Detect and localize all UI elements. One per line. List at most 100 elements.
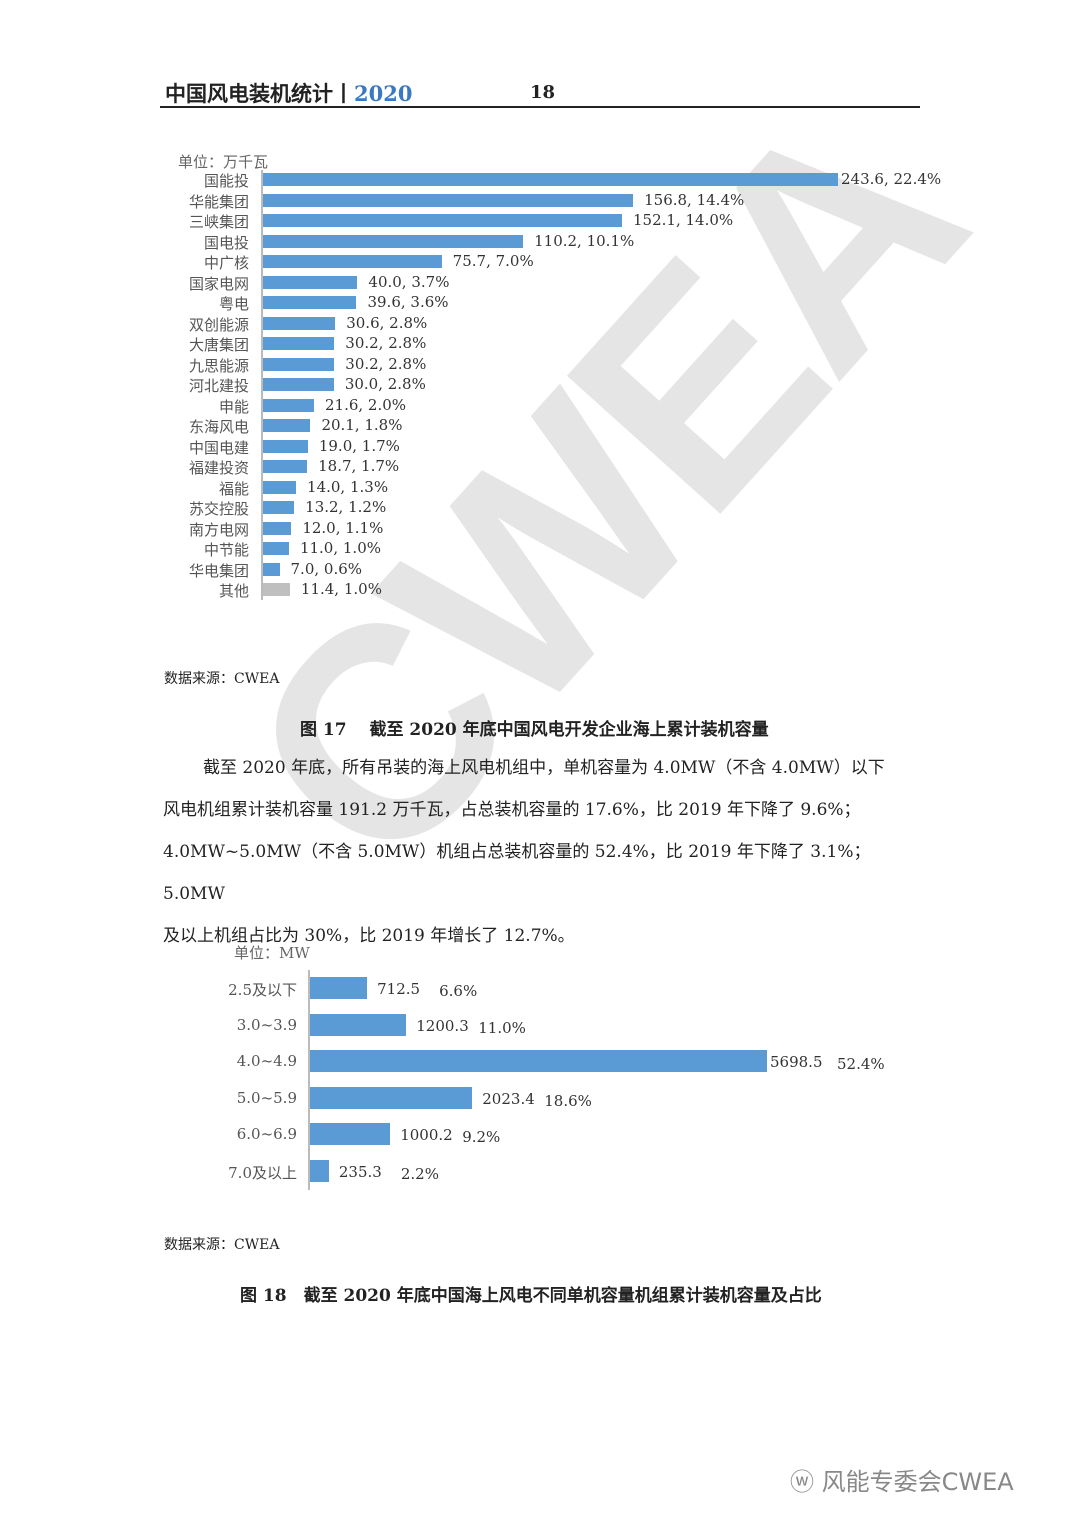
body-paragraph: 截至 2020 年底，所有吊装的海上风电机组中，单机容量为 4.0MW（不含 4… [163, 747, 923, 957]
bar [263, 316, 336, 330]
percent-label: 11.0% [478, 1018, 526, 1037]
data-label: 39.6, 3.6% [367, 293, 449, 311]
value-label: 1200.3 [416, 1016, 469, 1035]
bar [263, 439, 308, 453]
header-title-text: 中国风电装机统计丨 [165, 81, 354, 106]
data-label: 19.0, 1.7% [318, 436, 400, 455]
value-label: 1000.2 [400, 1126, 453, 1144]
header-year: 2020 [354, 81, 413, 106]
category-label: 三峡集团 [188, 213, 249, 231]
chart1-axis [261, 170, 263, 600]
category-label: 大唐集团 [188, 336, 249, 354]
bar [263, 480, 297, 494]
data-label: 18.7, 1.7% [318, 457, 400, 475]
bar [263, 296, 357, 309]
bar [263, 214, 623, 227]
bar [263, 357, 335, 371]
category-label: 中节能 [203, 541, 249, 559]
bar [263, 460, 308, 473]
category-label: 东海风电 [188, 418, 249, 436]
category-label: 申能 [218, 397, 249, 416]
data-label: 40.0, 3.7% [368, 272, 450, 291]
category-label: 河北建投 [188, 377, 249, 395]
bar [263, 542, 289, 555]
bar [263, 562, 280, 576]
header-title: 中国风电装机统计丨2020 [165, 78, 412, 108]
percent-label: 2.2% [400, 1164, 439, 1183]
bar [310, 1013, 407, 1036]
value-label: 235.3 [338, 1162, 382, 1181]
category-label: 3.0~3.9 [236, 1015, 297, 1034]
data-label: 30.0, 2.8% [344, 375, 426, 393]
bar [263, 398, 314, 412]
data-label: 13.2, 1.2% [305, 498, 387, 516]
bar [263, 193, 634, 207]
paragraph-line: 及以上机组占比为 30%，比 2019 年增长了 12.7%。 [163, 926, 575, 946]
wechat-icon: ⓦ [790, 1468, 822, 1496]
bar [263, 521, 292, 535]
page-number: 18 [530, 82, 556, 103]
paragraph-line: 截至 2020 年底，所有吊装的海上风电机组中，单机容量为 4.0MW（不含 4… [203, 758, 885, 778]
bar [310, 1050, 767, 1072]
bar [263, 378, 334, 391]
category-label: 国能投 [203, 172, 249, 190]
category-label: 国电投 [203, 233, 249, 252]
figure18-caption: 图 18 截至 2020 年底中国海上风电不同单机容量机组累计装机容量及占比 [240, 1286, 822, 1306]
paragraph-line: 风电机组累计装机容量 191.2 万千瓦，占总装机容量的 17.6%，比 201… [163, 800, 861, 820]
figure17-caption: 图 17 截至 2020 年底中国风电开发企业海上累计装机容量 [300, 720, 769, 740]
category-label: 华电集团 [188, 561, 249, 580]
bar [310, 1159, 329, 1182]
category-label: 7.0及以上 [228, 1163, 297, 1182]
category-label: 中广核 [203, 254, 249, 272]
data-label: 152.1, 14.0% [633, 211, 734, 229]
data-label: 7.0, 0.6% [290, 559, 363, 578]
bar [263, 501, 295, 514]
chart2-unit-label: 单位：MW [234, 944, 310, 962]
category-label: 九思能源 [188, 356, 249, 375]
value-label: 2023.4 [482, 1089, 535, 1108]
percent-label: 18.6% [544, 1091, 592, 1110]
wechat-account: ⓦ 风能专委会CWEA [790, 1462, 1014, 1497]
bar [263, 234, 524, 248]
category-label: 国家电网 [188, 274, 249, 293]
data-label: 30.2, 2.8% [345, 354, 427, 373]
data-label: 110.2, 10.1% [534, 231, 635, 250]
percent-label: 52.4% [837, 1055, 885, 1073]
category-label: 4.0~4.9 [236, 1052, 297, 1070]
category-label: 苏交控股 [188, 500, 249, 518]
percent-label: 6.6% [439, 982, 478, 1000]
bar [310, 977, 368, 999]
category-label: 华能集团 [188, 192, 249, 211]
data-label: 156.8, 14.4% [644, 190, 745, 209]
category-label: 中国电建 [188, 438, 249, 457]
data-label: 21.6, 2.0% [324, 395, 407, 414]
data-label: 12.0, 1.1% [302, 518, 384, 537]
data-label: 11.0, 1.0% [299, 539, 381, 557]
percent-label: 9.2% [462, 1128, 501, 1146]
bar [263, 583, 290, 596]
category-label: 粤电 [218, 295, 249, 313]
chart1-source: 数据来源：CWEA [164, 671, 280, 687]
data-label: 243.6, 22.4% [841, 170, 942, 188]
data-label: 14.0, 1.3% [307, 477, 389, 496]
data-label: 30.6, 2.8% [346, 313, 428, 332]
paragraph-line: 4.0MW~5.0MW（不含 5.0MW）机组占总装机容量的 52.4%，比 2… [163, 842, 871, 904]
category-label: 其他 [218, 582, 249, 600]
category-label: 南方电网 [188, 520, 249, 539]
value-label: 712.5 [377, 980, 421, 998]
bar [263, 173, 838, 186]
bar [310, 1123, 391, 1145]
category-label: 2.5及以下 [228, 981, 297, 999]
category-label: 福能 [218, 479, 249, 498]
chart2-axis [308, 970, 310, 1190]
bar [263, 337, 335, 350]
chart2-source: 数据来源：CWEA [164, 1237, 280, 1253]
value-label: 5698.5 [770, 1053, 823, 1071]
data-label: 11.4, 1.0% [300, 580, 382, 598]
category-label: 6.0~6.9 [236, 1125, 297, 1143]
data-label: 20.1, 1.8% [321, 416, 403, 434]
category-label: 双创能源 [188, 315, 249, 334]
category-label: 福建投资 [188, 459, 249, 477]
chart1-unit-label: 单位：万千瓦 [178, 153, 269, 171]
data-label: 75.7, 7.0% [452, 252, 534, 270]
